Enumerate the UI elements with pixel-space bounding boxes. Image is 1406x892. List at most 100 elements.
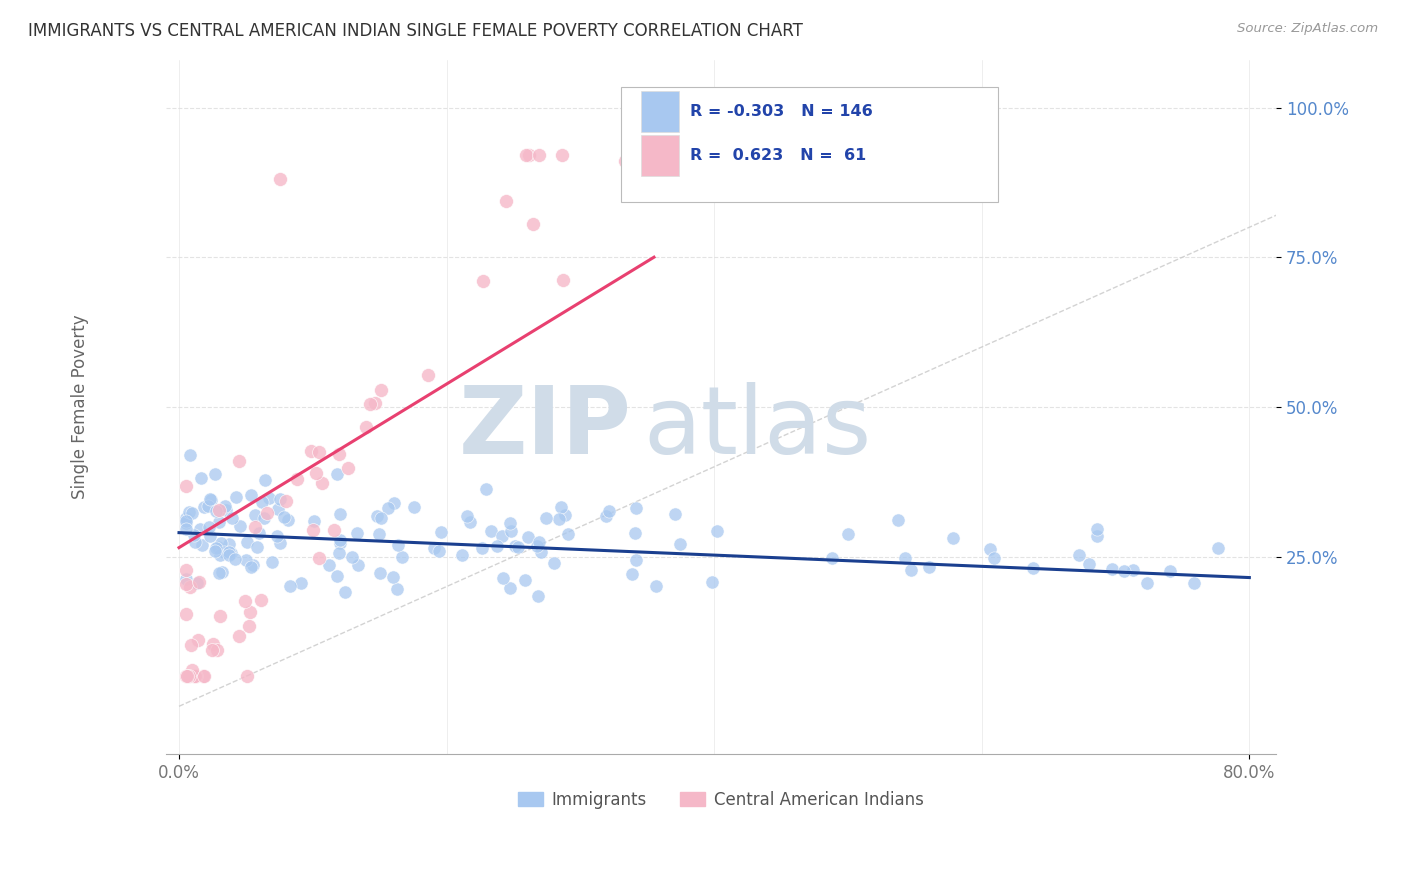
Point xyxy=(247,526,270,541)
Point xyxy=(208,502,231,516)
Point xyxy=(983,551,1005,566)
Point xyxy=(387,537,409,551)
Point xyxy=(706,524,728,538)
Point xyxy=(821,551,844,566)
Point xyxy=(238,619,260,633)
Point xyxy=(368,566,391,580)
Point xyxy=(190,471,212,485)
Point xyxy=(887,512,910,526)
Point xyxy=(657,148,679,162)
Point xyxy=(628,148,651,162)
Point xyxy=(228,454,250,468)
Point xyxy=(193,500,215,515)
Point xyxy=(225,491,247,505)
Point xyxy=(456,508,478,523)
Point xyxy=(176,669,198,683)
Point xyxy=(200,493,222,508)
Point xyxy=(475,482,498,496)
Point xyxy=(186,576,208,591)
Point xyxy=(340,549,363,564)
Point xyxy=(364,396,387,410)
Point xyxy=(515,573,537,587)
Point xyxy=(273,510,295,524)
Point xyxy=(366,509,388,524)
Point xyxy=(250,495,273,509)
Point xyxy=(323,523,346,537)
Point xyxy=(201,643,224,657)
Point xyxy=(233,593,256,607)
Point xyxy=(228,629,250,643)
Point xyxy=(551,148,574,162)
Point xyxy=(239,488,262,502)
Point xyxy=(1101,562,1123,576)
Point xyxy=(204,467,226,482)
Point xyxy=(180,638,202,652)
Point xyxy=(1136,576,1159,591)
FancyBboxPatch shape xyxy=(641,135,679,176)
Point xyxy=(193,669,215,683)
Point xyxy=(1182,576,1205,591)
Point xyxy=(235,553,257,567)
Text: IMMIGRANTS VS CENTRAL AMERICAN INDIAN SINGLE FEMALE POVERTY CORRELATION CHART: IMMIGRANTS VS CENTRAL AMERICAN INDIAN SI… xyxy=(28,22,803,40)
Point xyxy=(267,502,290,516)
Point xyxy=(499,516,522,530)
Text: R =  0.623   N =  61: R = 0.623 N = 61 xyxy=(690,147,866,162)
Point xyxy=(328,447,350,461)
Point xyxy=(534,511,557,525)
Point xyxy=(645,579,668,593)
Point xyxy=(308,445,330,459)
Point xyxy=(299,444,322,458)
Point xyxy=(278,579,301,593)
Point xyxy=(318,558,340,573)
Point xyxy=(700,575,723,590)
Point xyxy=(595,509,617,524)
Point xyxy=(385,582,408,596)
Point xyxy=(548,512,571,526)
Point xyxy=(243,508,266,523)
Point xyxy=(918,560,941,574)
Point xyxy=(190,538,212,552)
Point xyxy=(180,663,202,677)
Point xyxy=(209,608,232,623)
Point xyxy=(218,536,240,550)
Point xyxy=(174,514,197,528)
Point xyxy=(624,553,647,567)
Point xyxy=(837,527,859,541)
Point xyxy=(893,550,915,565)
Point xyxy=(1122,563,1144,577)
Point xyxy=(197,499,219,513)
Point xyxy=(1022,561,1045,575)
Point xyxy=(245,520,267,534)
Point xyxy=(187,632,209,647)
Y-axis label: Single Female Poverty: Single Female Poverty xyxy=(72,315,89,500)
Point xyxy=(181,506,204,520)
Point xyxy=(208,515,231,529)
Point xyxy=(202,637,225,651)
Point xyxy=(177,506,200,520)
Point xyxy=(186,669,208,683)
Point xyxy=(209,536,232,550)
Point xyxy=(458,516,481,530)
Point xyxy=(1078,557,1101,571)
Point xyxy=(662,148,685,162)
Point xyxy=(450,548,472,562)
Point xyxy=(240,560,263,574)
Point xyxy=(486,539,509,553)
Point xyxy=(253,473,276,487)
Point xyxy=(191,669,214,683)
Point xyxy=(174,563,197,577)
Point xyxy=(207,540,229,554)
Point xyxy=(479,524,502,539)
Point xyxy=(367,527,389,541)
Point xyxy=(404,500,426,514)
Point xyxy=(370,383,392,397)
Point xyxy=(329,533,352,548)
Point xyxy=(269,536,291,550)
Point xyxy=(174,479,197,493)
Point xyxy=(1067,549,1090,563)
Point xyxy=(515,148,537,162)
Point xyxy=(503,539,526,553)
Point xyxy=(1206,541,1229,556)
Point xyxy=(218,549,240,563)
Point xyxy=(492,571,515,585)
